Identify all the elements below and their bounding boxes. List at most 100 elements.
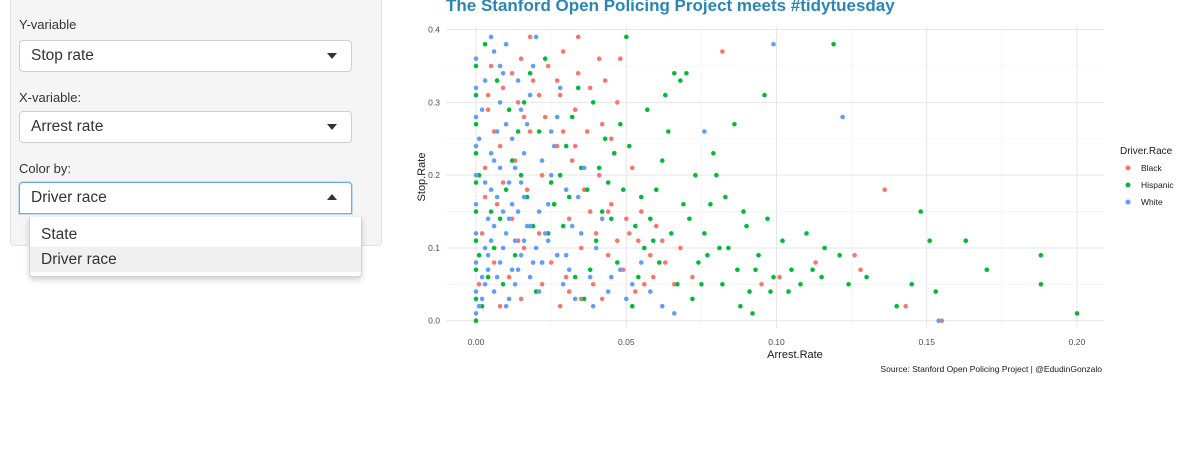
data-point-hispanic bbox=[768, 289, 773, 294]
data-point-white bbox=[482, 180, 488, 185]
data-point-black bbox=[530, 78, 536, 83]
data-point-white bbox=[473, 231, 479, 236]
data-point-hispanic bbox=[500, 282, 506, 287]
y-tick-label: 0.4 bbox=[428, 25, 440, 35]
data-point-hispanic bbox=[711, 151, 716, 156]
data-point-black bbox=[633, 289, 638, 294]
data-point-white bbox=[491, 289, 497, 294]
data-point-black bbox=[569, 158, 575, 163]
data-point-black bbox=[494, 202, 500, 207]
x-variable-select[interactable]: Arrest rate bbox=[19, 111, 352, 143]
color-by-select[interactable]: Driver race bbox=[19, 182, 352, 214]
data-point-white bbox=[527, 92, 533, 98]
data-point-hispanic bbox=[602, 136, 608, 142]
legend-key-white bbox=[1125, 199, 1131, 205]
color-by-dropdown: State Driver race bbox=[29, 217, 362, 277]
data-point-white bbox=[521, 238, 527, 243]
data-point-black bbox=[575, 34, 581, 40]
data-point-white bbox=[500, 71, 506, 76]
legend-label-white: White bbox=[1141, 197, 1163, 207]
data-point-black bbox=[852, 252, 857, 258]
data-point-hispanic bbox=[488, 209, 494, 214]
data-point-hispanic bbox=[756, 252, 761, 258]
data-point-hispanic bbox=[819, 274, 824, 280]
data-point-black bbox=[488, 63, 494, 69]
data-point-white bbox=[639, 260, 644, 265]
data-point-hispanic bbox=[518, 172, 524, 178]
data-point-white bbox=[473, 311, 479, 316]
data-point-hispanic bbox=[609, 216, 614, 222]
dropdown-option-driver-race[interactable]: Driver race bbox=[30, 247, 361, 272]
data-point-hispanic bbox=[551, 202, 557, 207]
data-point-white bbox=[536, 289, 542, 294]
y-tick-label: 0.0 bbox=[428, 316, 440, 326]
x-axis-title: Arrest.Rate bbox=[767, 349, 823, 361]
dropdown-option-state[interactable]: State bbox=[41, 226, 78, 243]
data-point-hispanic bbox=[831, 41, 836, 47]
data-point-white bbox=[512, 238, 518, 243]
data-point-hispanic bbox=[687, 216, 692, 222]
data-point-hispanic bbox=[984, 267, 990, 273]
data-point-white bbox=[485, 252, 491, 258]
data-point-black bbox=[524, 187, 530, 192]
data-point-white bbox=[479, 296, 485, 302]
data-point-hispanic bbox=[515, 129, 521, 134]
data-point-hispanic bbox=[473, 121, 479, 127]
data-point-white bbox=[509, 267, 515, 273]
data-point-hispanic bbox=[621, 187, 626, 192]
data-point-black bbox=[545, 63, 551, 69]
data-point-hispanic bbox=[822, 245, 827, 251]
data-point-hispanic bbox=[624, 34, 629, 40]
data-point-white bbox=[473, 260, 479, 265]
data-point-black bbox=[759, 282, 764, 287]
y-variable-select[interactable]: Stop rate bbox=[19, 40, 352, 72]
data-point-black bbox=[587, 85, 593, 91]
data-point-black bbox=[584, 129, 590, 134]
data-point-white bbox=[512, 282, 518, 287]
data-point-white bbox=[527, 223, 533, 229]
data-point-hispanic bbox=[473, 318, 479, 324]
data-point-white bbox=[479, 107, 485, 112]
data-point-white bbox=[605, 289, 611, 294]
data-point-hispanic bbox=[581, 296, 587, 302]
data-point-white bbox=[563, 187, 569, 192]
data-point-black bbox=[485, 92, 491, 98]
data-point-hispanic bbox=[732, 121, 737, 127]
data-point-white bbox=[554, 252, 560, 258]
data-point-hispanic bbox=[612, 151, 617, 156]
data-point-hispanic bbox=[473, 267, 479, 273]
data-point-hispanic bbox=[636, 274, 641, 280]
data-point-white bbox=[500, 245, 506, 251]
data-point-black bbox=[663, 260, 668, 265]
data-point-white bbox=[593, 245, 599, 251]
data-point-white bbox=[488, 34, 494, 40]
data-point-white bbox=[503, 231, 509, 236]
data-point-hispanic bbox=[497, 216, 503, 222]
data-point-black bbox=[482, 165, 488, 171]
data-point-hispanic bbox=[753, 267, 758, 273]
chart-caption: Source: Stanford Open Policing Project |… bbox=[880, 364, 1102, 374]
legend-title: Driver.Race bbox=[1120, 146, 1173, 157]
data-point-white bbox=[518, 252, 524, 258]
data-point-hispanic bbox=[1038, 282, 1044, 287]
data-point-hispanic bbox=[566, 194, 572, 200]
data-point-black bbox=[575, 71, 581, 76]
data-point-hispanic bbox=[584, 187, 590, 192]
data-point-hispanic bbox=[927, 238, 932, 243]
data-point-black bbox=[500, 180, 506, 185]
data-point-hispanic bbox=[494, 78, 500, 83]
data-point-hispanic bbox=[750, 311, 755, 316]
data-point-white bbox=[491, 158, 497, 163]
data-point-hispanic bbox=[918, 209, 923, 214]
data-point-white bbox=[482, 282, 488, 287]
data-point-hispanic bbox=[557, 172, 563, 178]
data-point-black bbox=[720, 49, 725, 54]
data-point-white bbox=[488, 187, 494, 192]
data-point-hispanic bbox=[542, 56, 548, 61]
data-point-white bbox=[485, 216, 491, 222]
data-point-black bbox=[642, 282, 647, 287]
data-point-white bbox=[518, 180, 524, 185]
data-point-black bbox=[536, 92, 542, 98]
data-point-hispanic bbox=[837, 252, 842, 258]
data-point-white bbox=[530, 260, 536, 265]
